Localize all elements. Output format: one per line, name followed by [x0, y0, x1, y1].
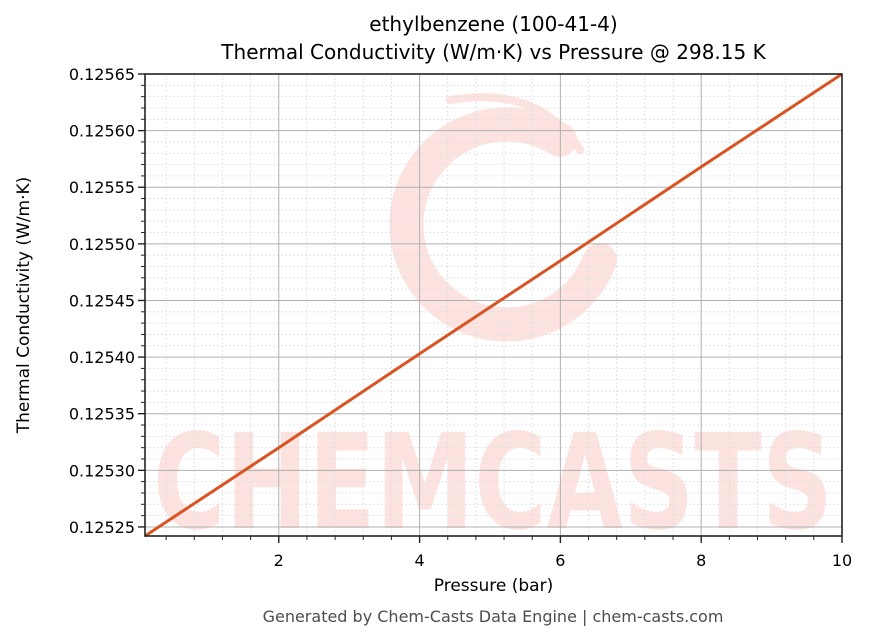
y-tick-label: 0.12560 [69, 122, 135, 141]
y-tick-label: 0.12565 [69, 65, 135, 84]
chemcasts-watermark: CHEMCASTS [153, 93, 833, 560]
y-axis-label: Thermal Conductivity (W/m·K) [14, 176, 34, 434]
watermark-text: CHEMCASTS [153, 406, 833, 560]
x-tick-label: 8 [696, 551, 706, 570]
minor-grid [145, 74, 842, 536]
x-axis-ticks: 2 4 6 8 10 [165, 536, 852, 570]
plot-frame [144, 73, 843, 537]
footer-credit: Generated by Chem-Casts Data Engine | ch… [262, 607, 724, 626]
y-tick-label: 0.12550 [69, 235, 135, 254]
data-line [144, 72, 843, 538]
x-tick-label: 2 [274, 551, 284, 570]
y-tick-label: 0.12545 [69, 291, 135, 310]
y-tick-label: 0.12525 [69, 518, 135, 537]
x-tick-label: 6 [555, 551, 565, 570]
x-axis-label: Pressure (bar) [433, 576, 554, 596]
x-tick-label: 10 [832, 551, 852, 570]
y-tick-label: 0.12535 [69, 405, 135, 424]
y-axis-ticks: 0.12525 0.12530 0.12535 0.12540 0.12545 0.125… [69, 65, 145, 537]
chart-subtitle: Thermal Conductivity (W/m·K) vs Pressure… [221, 40, 766, 64]
y-tick-label: 0.12530 [69, 461, 135, 480]
chart-title: ethylbenzene (100-41-4) [369, 12, 618, 36]
watermark-logo-icon [389, 93, 617, 342]
x-tick-label: 4 [414, 551, 424, 570]
y-tick-label: 0.12540 [69, 348, 135, 367]
y-tick-label: 0.12555 [69, 178, 135, 197]
